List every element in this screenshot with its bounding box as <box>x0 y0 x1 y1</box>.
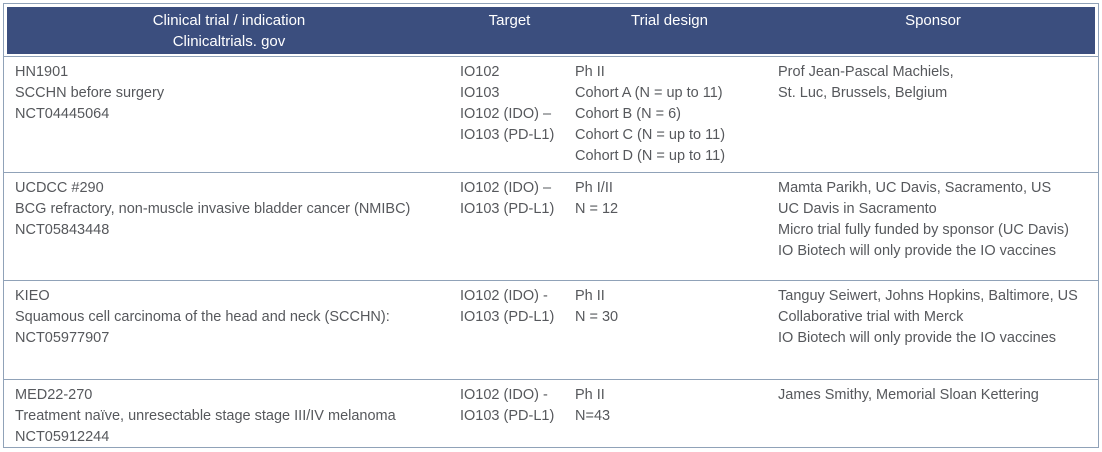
col-header-trial-design: Trial design <box>631 12 708 29</box>
cell-sponsor: Tanguy Seiwert, Johns Hopkins, Baltimore… <box>778 288 1078 346</box>
col-header-trial-line1: Clinical trial / indication <box>152 12 306 29</box>
cell-target: IO102 IO103 IO102 (IDO) – IO103 (PD-L1) <box>460 64 555 143</box>
cell-target: IO102 (IDO) – IO103 (PD-L1) <box>460 180 555 217</box>
cell-sponsor: Mamta Parikh, UC Davis, Sacramento, US U… <box>778 180 1069 259</box>
col-header-trial-line2: Clinicaltrials. gov <box>172 33 286 50</box>
cell-sponsor: Prof Jean-Pascal Machiels, St. Luc, Brus… <box>778 64 954 101</box>
table-header-row: Clinical trial / indication Clinicaltria… <box>7 7 1095 54</box>
table-row: MED22-270 Treatment naïve, unresectable … <box>4 379 1098 452</box>
cell-trial-indication: UCDCC #290 BCG refractory, non-muscle in… <box>15 180 411 238</box>
cell-trial-indication: HN1901 SCCHN before surgery NCT04445064 <box>15 64 165 122</box>
cell-trial-design: Ph II N = 30 <box>575 288 619 325</box>
col-header-trial-indication: Clinical trial / indication Clinicaltria… <box>7 7 451 54</box>
table-row: UCDCC #290 BCG refractory, non-muscle in… <box>4 172 1098 279</box>
cell-target: IO102 (IDO) - IO103 (PD-L1) <box>460 288 555 325</box>
cell-trial-design: Ph II Cohort A (N = up to 11) Cohort B (… <box>575 64 726 164</box>
table-row: HN1901 SCCHN before surgery NCT04445064 … <box>4 56 1098 171</box>
cell-trial-indication: KIEO Squamous cell carcinoma of the head… <box>15 288 390 346</box>
clinical-trials-table: Clinical trial / indication Clinicaltria… <box>3 3 1099 448</box>
cell-trial-design: Ph I/II N = 12 <box>575 180 619 217</box>
table-row: KIEO Squamous cell carcinoma of the head… <box>4 280 1098 378</box>
cell-trial-design: Ph II N=43 <box>575 387 611 424</box>
cell-sponsor: James Smithy, Memorial Sloan Kettering <box>778 387 1039 403</box>
cell-target: IO102 (IDO) - IO103 (PD-L1) <box>460 387 555 424</box>
col-header-target: Target <box>488 12 531 29</box>
cell-trial-indication: MED22-270 Treatment naïve, unresectable … <box>15 387 396 445</box>
col-header-sponsor: Sponsor <box>905 12 961 29</box>
